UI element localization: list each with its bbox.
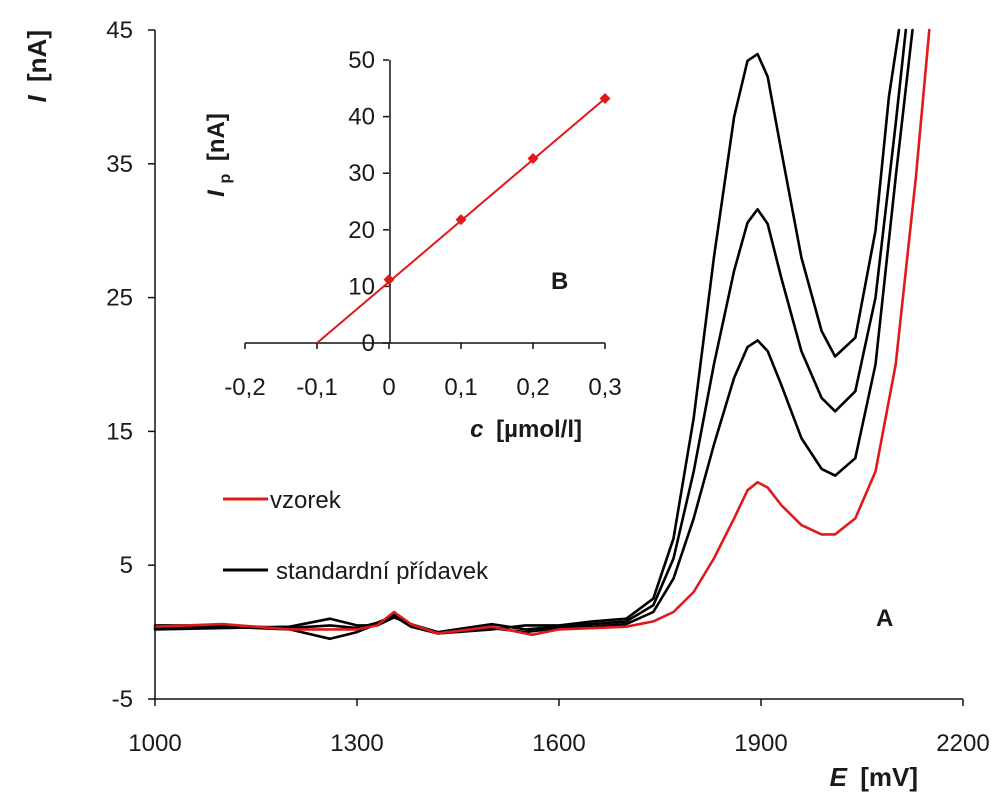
inset-x-tick-label: 0,2: [516, 374, 549, 401]
inset-y-tick-label: 0: [362, 330, 375, 357]
inset-x-tick-label: -0,1: [296, 374, 337, 401]
legend: vzorek standardní přídavek: [223, 487, 489, 585]
inset-data-point: [383, 274, 395, 286]
inset-series-group: [316, 92, 611, 344]
legend-label-vzorek: vzorek: [270, 487, 342, 514]
main-x-tick-label: 1000: [128, 730, 181, 757]
main-y-axis-unit: [nA]: [22, 30, 52, 82]
main-y-axis-label: I [nA]: [22, 30, 52, 102]
inset-data-point: [599, 92, 611, 104]
panel-label-a: A: [876, 605, 893, 632]
main-x-axis-unit: [mV]: [860, 762, 918, 792]
main-series-line-4: [153, 28, 901, 635]
main-x-axis-label: E [mV]: [830, 762, 918, 792]
inset-y-tick-label: 20: [348, 217, 375, 244]
inset-x-tick-label: 0,1: [444, 374, 477, 401]
main-series-group: [153, 28, 931, 641]
inset-x-axis-label: c [µmol/l]: [470, 416, 582, 443]
main-x-tick-label: 1600: [532, 730, 585, 757]
main-y-tick-label: -5: [112, 686, 133, 713]
main-x-tick-label: 1900: [734, 730, 787, 757]
main-y-tick-label: 15: [106, 418, 133, 445]
main-ticks: [148, 29, 964, 706]
main-y-axis-symbol: I: [22, 94, 52, 102]
inset-y-tick-label: 40: [348, 104, 375, 131]
inset-x-tick-label: 0: [382, 374, 395, 401]
main-x-tick-label: 2200: [936, 730, 989, 757]
inset-ticks: [244, 59, 606, 349]
main-y-tick-label: 25: [106, 285, 133, 312]
main-series-line-3: [153, 28, 908, 634]
main-y-tick-label: 5: [120, 552, 133, 579]
inset-y-axis-symbol: I: [203, 189, 230, 197]
inset-x-axis-symbol: c: [470, 416, 483, 443]
legend-label-standardni-pridavek: standardní přídavek: [276, 558, 489, 585]
main-series-line-1: [153, 28, 931, 637]
inset-data-point: [527, 152, 539, 164]
inset-y-axis-label: I p [nA]: [203, 113, 236, 197]
inset-x-tick-label: -0,2: [224, 374, 265, 401]
main-y-tick-label: 35: [106, 151, 133, 178]
inset-x-tick-label: 0,3: [588, 374, 621, 401]
inset-chart: 0 10 20 30 40 50 -0,2 -0,1 0 0,1 0,2 0,3 I p [nA] c…: [203, 47, 622, 443]
main-series-line-2: [153, 28, 914, 641]
inset-x-axis-unit: [µmol/l]: [496, 416, 582, 443]
inset-y-tick-label: 10: [348, 273, 375, 300]
inset-y-tick-label: 50: [348, 47, 375, 74]
main-y-tick-label: 45: [106, 17, 133, 44]
main-x-tick-label: 1300: [330, 730, 383, 757]
main-x-axis-symbol: E: [830, 762, 848, 792]
inset-tick-labels: 0 10 20 30 40 50 -0,2 -0,1 0 0,1 0,2 0,3: [224, 47, 621, 401]
inset-data-point: [455, 214, 467, 226]
panel-label-b: B: [551, 268, 568, 295]
inset-y-tick-label: 30: [348, 160, 375, 187]
inset-y-axis-unit: [nA]: [203, 113, 230, 161]
inset-y-axis-subscript: p: [217, 174, 234, 184]
